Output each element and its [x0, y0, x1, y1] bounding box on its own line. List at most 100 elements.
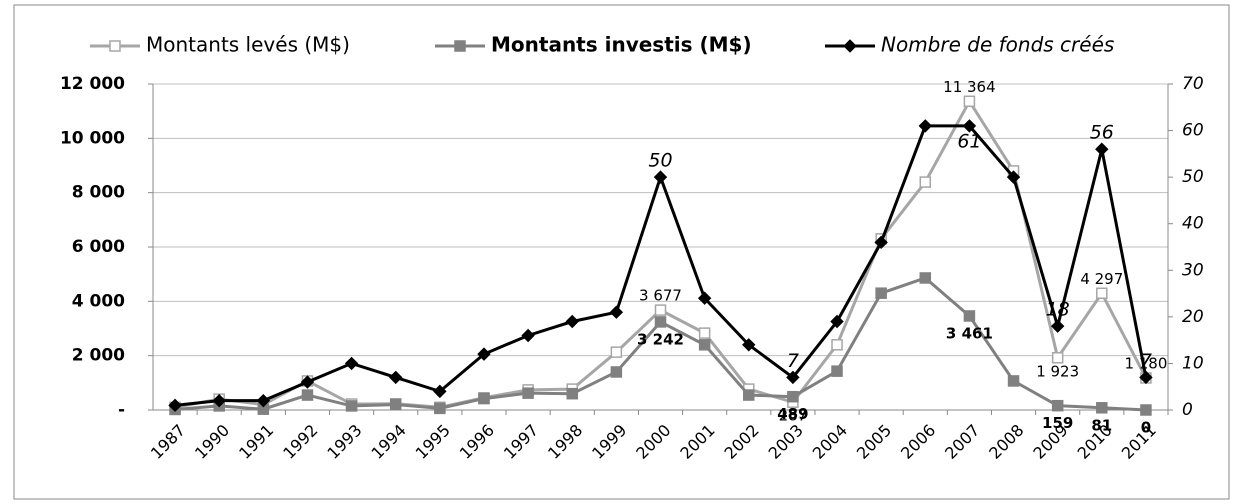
y2-tick-label: 70	[1182, 74, 1204, 94]
series: 50 7 61 18 56 7	[168, 119, 1153, 413]
point	[609, 305, 624, 319]
x-tick-label: 1994	[368, 421, 410, 463]
data-label: 11 364	[943, 78, 996, 96]
y-tick-label: -	[118, 400, 125, 420]
point	[1051, 352, 1064, 364]
point	[918, 119, 932, 133]
point	[1007, 375, 1020, 387]
y-tick-label: 12 000	[60, 74, 125, 94]
y2-tick-label: 60	[1182, 121, 1204, 141]
series: 3 677 287 11 364 1 923 4 297 1 180	[169, 78, 1167, 425]
point	[1006, 170, 1021, 184]
point	[787, 390, 799, 403]
data-label: 4 297	[1080, 270, 1123, 288]
x-tick-label: 2006	[897, 421, 939, 463]
y2-tick-label: 20	[1182, 307, 1204, 327]
x-tick-label: 2003	[765, 421, 807, 463]
data-label: 3 242	[637, 330, 684, 348]
data-label: 287	[779, 407, 808, 425]
point	[344, 356, 359, 371]
data-label: 0	[1141, 419, 1151, 437]
point	[654, 316, 667, 328]
point	[653, 170, 668, 184]
point	[963, 95, 976, 108]
point	[345, 400, 358, 412]
y-tick-label: 8 000	[72, 183, 125, 203]
x-tick-label: 2000	[632, 421, 674, 463]
point	[1096, 402, 1108, 414]
point	[743, 389, 755, 401]
point	[109, 40, 121, 52]
x-tick-label: 2004	[809, 421, 851, 463]
data-label: 50	[648, 150, 672, 172]
data-label: 159	[1042, 414, 1073, 432]
y-tick-label: 4 000	[72, 291, 125, 311]
point	[610, 346, 623, 358]
frame	[13, 4, 1230, 500]
data-label: 1 180	[1124, 354, 1167, 372]
point	[698, 327, 711, 339]
point	[698, 339, 711, 351]
data-label: 1 923	[1036, 362, 1079, 380]
y2-tick-label: 0	[1182, 400, 1193, 420]
x-tick-label: 2007	[941, 421, 983, 463]
x-tick-label: 2011	[1118, 421, 1160, 463]
data-label: 61	[957, 130, 981, 152]
point	[522, 387, 534, 399]
point	[1050, 319, 1065, 333]
legend-label: Montants levés (M$)	[146, 33, 350, 57]
data-label: 56	[1090, 122, 1114, 144]
x-tick-label: 1993	[323, 421, 365, 463]
x-tick-label: 2008	[985, 421, 1027, 463]
x-tick-label: 1997	[500, 421, 542, 463]
point	[566, 387, 578, 400]
point	[830, 314, 844, 329]
x-tick-label: 1987	[147, 421, 189, 463]
point	[212, 393, 226, 408]
point	[301, 389, 314, 401]
point	[874, 235, 888, 250]
data-label: 3 461	[946, 324, 993, 342]
x-tick-label: 1992	[279, 421, 321, 463]
point	[1095, 142, 1109, 156]
point	[963, 310, 976, 322]
point	[875, 287, 887, 299]
point	[610, 366, 623, 378]
point	[742, 338, 756, 352]
x-tick-label: 2002	[721, 421, 763, 463]
point	[521, 328, 535, 343]
point	[477, 347, 491, 361]
x-tick-label: 1995	[412, 421, 454, 463]
y2-tick-label: 30	[1182, 260, 1204, 280]
y-tick-label: 2 000	[72, 346, 125, 366]
point	[300, 375, 315, 389]
data-label: 3 677	[639, 287, 682, 305]
point	[843, 39, 857, 53]
x-tick-label: 1998	[544, 421, 586, 463]
y2-tick-label: 10	[1182, 353, 1204, 373]
point	[831, 339, 843, 351]
point	[654, 304, 667, 316]
point	[389, 370, 403, 385]
x-tick-label: 2005	[853, 421, 895, 463]
x-tick-label: 1991	[235, 421, 277, 463]
point	[919, 176, 932, 188]
x-tick-label: 1999	[588, 421, 630, 463]
y2-tick-label: 50	[1182, 167, 1204, 187]
legend-label: Montants investis (M$)	[491, 33, 752, 57]
data-label: 7	[787, 350, 799, 372]
y-tick-label: 6 000	[72, 237, 125, 257]
point	[697, 291, 712, 305]
point	[1139, 370, 1153, 385]
point	[433, 384, 447, 399]
legend-label: Nombre de fonds créés	[881, 33, 1114, 57]
y-tick-label: 10 000	[60, 128, 125, 148]
x-tick-label: 1990	[191, 421, 233, 463]
point	[1096, 287, 1108, 300]
point	[919, 272, 932, 284]
point	[256, 393, 271, 408]
point	[454, 40, 466, 52]
point	[786, 370, 800, 385]
x-tick-label: 2001	[676, 421, 718, 463]
